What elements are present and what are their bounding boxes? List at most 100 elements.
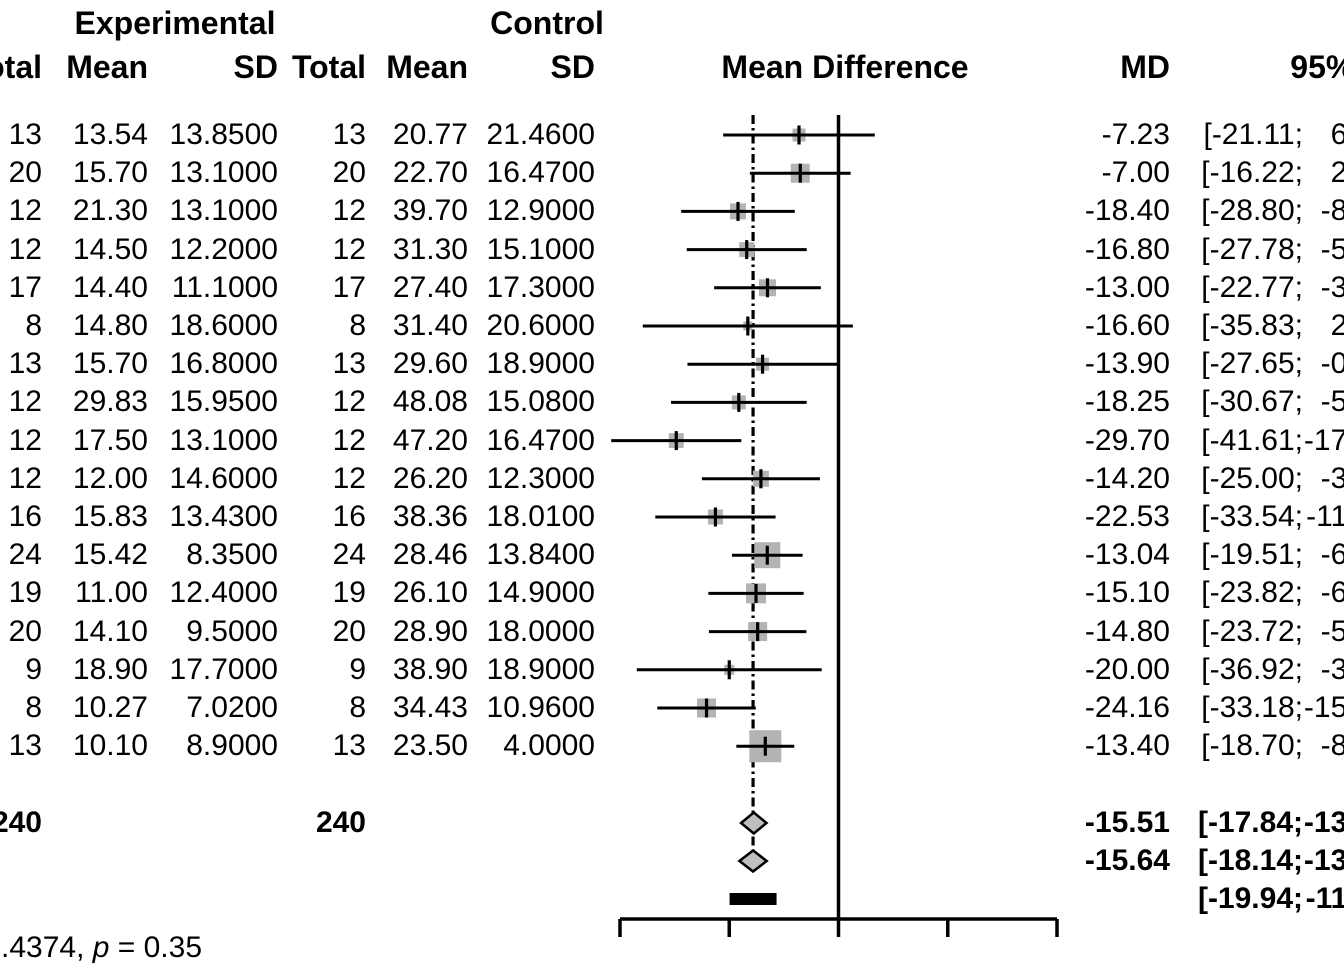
cell-cs: 18.9000 [486, 347, 595, 380]
cell-cs: 16.4700 [486, 424, 595, 457]
cell-cl: [-18.70; [1201, 729, 1303, 762]
weight-square [729, 203, 746, 220]
weight-square [668, 433, 684, 449]
cell-ch: -13.18 [1303, 806, 1344, 839]
cell-ct: 8 [349, 309, 366, 342]
cell-cs: 12.3000 [486, 462, 595, 495]
cell-ct: 9 [349, 653, 366, 686]
cell-md: -13.40 [1084, 729, 1170, 762]
cell-cs: 10.9600 [486, 691, 595, 724]
cell-et: 12 [8, 233, 42, 266]
cell-cl: [-19.94; [1197, 882, 1303, 915]
cell-ct: 13 [332, 729, 366, 762]
cell-es: 7.0200 [186, 691, 278, 724]
cell-em: 12.00 [72, 462, 148, 495]
experimental-group-header: Experimental [74, 5, 276, 41]
pooled-diamond [739, 810, 769, 836]
cell-cs: 16.4700 [486, 156, 595, 189]
cell-cm: 23.50 [392, 729, 468, 762]
weight-square [758, 279, 776, 297]
cell-es: 17.7000 [169, 653, 278, 686]
cell-md: -15.10 [1084, 576, 1170, 609]
cell-md: -16.80 [1084, 233, 1170, 266]
cell-ch: 2.63 [1330, 309, 1344, 342]
weight-square [746, 583, 767, 604]
cell-cl: [-36.92; [1201, 653, 1303, 686]
cell-cl: [-23.72; [1201, 615, 1303, 648]
cell-md: -20.00 [1084, 653, 1170, 686]
cell-ct: 13 [332, 347, 366, 380]
cell-em: 18.90 [72, 653, 148, 686]
cell-es: 16.8000 [169, 347, 278, 380]
cell-cm: 29.60 [392, 347, 468, 380]
control-group-header: Control [490, 5, 604, 41]
cell-em: 11.00 [75, 576, 148, 609]
cell-cm: 26.20 [392, 462, 468, 495]
cell-md: -22.53 [1084, 500, 1170, 533]
cell-cl: [-23.82; [1201, 576, 1303, 609]
cell-ch: -6.57 [1320, 538, 1344, 571]
cell-ch: -0.15 [1320, 347, 1344, 380]
cell-md: -7.23 [1101, 118, 1170, 151]
cell-et: 24 [8, 538, 42, 571]
ci-column-header: 95%-CI [1290, 49, 1344, 85]
cell-es: 8.3500 [186, 538, 278, 571]
cell-es: 11.1000 [171, 271, 278, 304]
cell-cm: 47.20 [392, 424, 468, 457]
cell-ch: -5.88 [1320, 615, 1344, 648]
cell-et: 240 [0, 806, 42, 839]
weight-square [749, 730, 782, 763]
cell-md: -15.51 [1084, 806, 1170, 839]
cell-cs: 12.9000 [486, 194, 595, 227]
cell-ch: -3.08 [1320, 653, 1344, 686]
cell-em: 10.27 [72, 691, 148, 724]
cell-ct: 16 [332, 500, 366, 533]
cell-md: -14.20 [1084, 462, 1170, 495]
cell-em: 21.30 [72, 194, 148, 227]
cell-ct: 8 [349, 691, 366, 724]
md-column-header: MD [1120, 49, 1170, 85]
cell-es: 13.8500 [169, 118, 278, 151]
pooled-diamond [737, 848, 769, 874]
cell-ch: -5.82 [1320, 233, 1344, 266]
experimental-sd-column-header: SD [233, 49, 278, 85]
cell-cs: 20.6000 [486, 309, 595, 342]
cell-ch: -5.83 [1320, 385, 1344, 418]
cell-md: -7.00 [1101, 156, 1170, 189]
weight-square [790, 163, 810, 183]
cell-et: 12 [8, 424, 42, 457]
cell-es: 8.9000 [186, 729, 278, 762]
control-mean-column-header: Mean [386, 49, 468, 85]
cell-cs: 21.4600 [486, 118, 595, 151]
prediction-interval-bar [729, 893, 777, 905]
cell-cl: [-18.14; [1197, 844, 1303, 877]
cell-es: 13.1000 [169, 156, 278, 189]
cell-cm: 28.90 [392, 615, 468, 648]
cell-md: -15.64 [1084, 844, 1170, 877]
cell-cm: 34.43 [392, 691, 468, 724]
cell-cs: 15.1000 [486, 233, 595, 266]
cell-ct: 24 [332, 538, 366, 571]
weight-square [724, 664, 735, 675]
weight-square [731, 395, 746, 410]
cell-et: 8 [25, 309, 42, 342]
cell-es: 14.6000 [169, 462, 278, 495]
control-total-column-header: Total [291, 49, 366, 85]
cell-ct: 20 [332, 156, 366, 189]
cell-ch: -6.38 [1320, 576, 1344, 609]
cell-md: -16.60 [1084, 309, 1170, 342]
cell-ct: 12 [332, 233, 366, 266]
cell-es: 13.1000 [169, 424, 278, 457]
cell-cm: 39.70 [392, 194, 468, 227]
cell-ch: -3.23 [1320, 271, 1344, 304]
cell-md: -29.70 [1084, 424, 1170, 457]
cell-em: 15.42 [72, 538, 148, 571]
cell-cl: [-27.78; [1201, 233, 1303, 266]
cell-cs: 17.3000 [486, 271, 595, 304]
cell-ct: 12 [332, 462, 366, 495]
cell-ch: -11.34 [1305, 882, 1344, 915]
weight-square [697, 698, 717, 718]
cell-cl: [-22.77; [1201, 271, 1303, 304]
cell-em: 17.50 [72, 424, 148, 457]
plot-title: Mean Difference [721, 49, 969, 85]
